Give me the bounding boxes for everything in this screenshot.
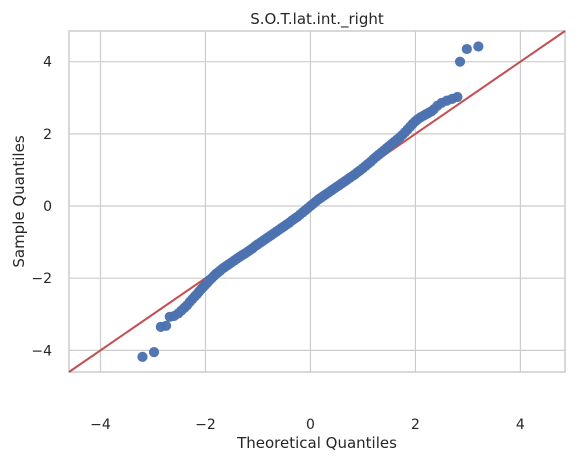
y-tick-label-3: 2 <box>43 127 52 143</box>
plot-border <box>68 30 566 373</box>
y-tick-label-1: −2 <box>31 271 52 287</box>
y-tick-label-0: −4 <box>31 343 52 359</box>
ticks-layer: −4 −2 0 2 4 −4 −2 0 2 4 <box>31 55 525 433</box>
y-tick-label-2: 0 <box>43 199 52 215</box>
data-point-3 <box>161 320 172 331</box>
chart-title: S.O.T.lat.int._right <box>250 10 384 29</box>
x-axis-label: Theoretical Quantiles <box>236 434 397 452</box>
data-point-114 <box>473 41 484 52</box>
data-point-112 <box>454 56 466 67</box>
data-point-113 <box>461 43 472 55</box>
points-layer <box>137 41 484 362</box>
data-point-111 <box>452 91 463 103</box>
x-tick-label-1: −2 <box>195 417 216 433</box>
x-tick-label-4: 4 <box>516 417 525 433</box>
data-point-1 <box>148 347 160 358</box>
data-point-0 <box>137 351 148 362</box>
y-tick-label-4: 4 <box>43 55 52 71</box>
x-tick-label-3: 2 <box>411 417 420 433</box>
y-axis-label: Sample Quantiles <box>10 135 28 267</box>
x-tick-label-2: 0 <box>306 417 315 433</box>
axes-frame <box>68 30 566 373</box>
x-tick-label-0: −4 <box>90 417 111 433</box>
